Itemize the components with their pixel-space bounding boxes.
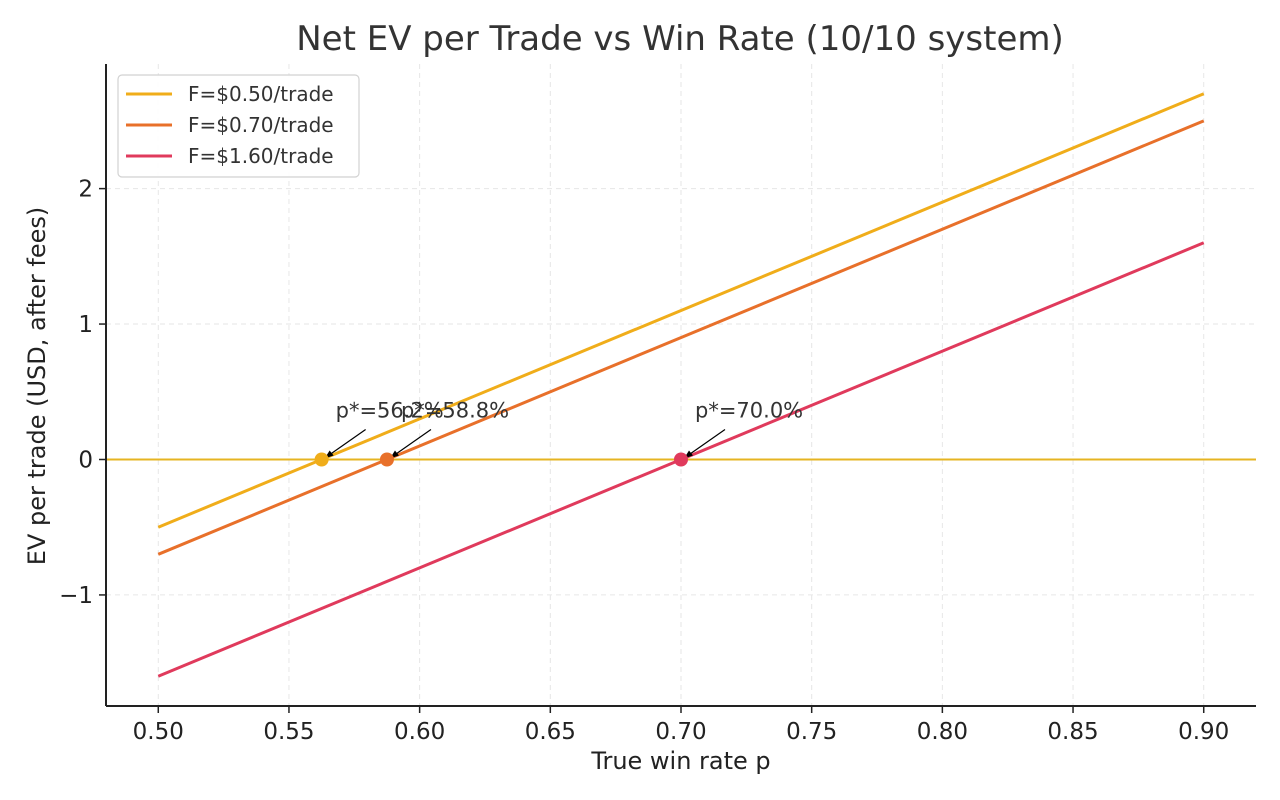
x-tick-label: 0.60 [394,719,445,745]
legend-label-3: F=$1.60/trade [188,144,334,168]
x-tick-label: 0.75 [786,719,837,745]
breakeven-point-3 [674,452,688,467]
breakeven-label-3: p*=70.0% [695,398,803,422]
axes-layer: 0.50 0.55 0.60 0.65 0.70 0.75 0.80 0.85 0.90 −1 0 1… [59,64,1256,745]
series-line-2 [157,119,1205,556]
x-tick-label: 0.90 [1178,719,1229,745]
breakeven-label-2: p*=58.8% [401,398,509,422]
y-tick-label: 0 [78,447,93,473]
y-axis-label: EV per trade (USD, after fees) [23,207,51,565]
breakeven-arrow-1 [325,429,366,458]
y-tick-label: −1 [59,583,93,609]
legend-label-2: F=$0.70/trade [188,113,334,137]
breakeven-point-2 [379,452,394,467]
legend-label-1: F=$0.50/trade [188,82,334,106]
x-tick-label: 0.55 [263,719,314,745]
breakeven-arrow-3 [684,429,726,458]
breakeven-label-1: p*=56.2% [336,398,444,422]
legend: F=$0.50/trade F=$0.70/trade F=$1.60/trade [117,74,360,178]
x-tick-label: 0.85 [1047,719,1098,745]
legend-box [117,74,360,178]
x-tick-label: 0.70 [655,719,706,745]
annotation-layer: p*=56.2%p*=58.8% p*=70.0% [314,398,803,467]
x-tick-label: 0.80 [917,719,968,745]
breakeven-arrow-2 [390,429,432,458]
y-tick-label: 2 [78,177,93,203]
y-tick-label: 1 [78,312,93,338]
x-tick-label: 0.50 [133,719,184,745]
x-tick-label: 0.65 [525,719,576,745]
x-axis-label: True win rate p [590,747,770,775]
chart-title: Net EV per Trade vs Win Rate (10/10 syst… [296,19,1064,59]
breakeven-point-1 [314,452,329,467]
